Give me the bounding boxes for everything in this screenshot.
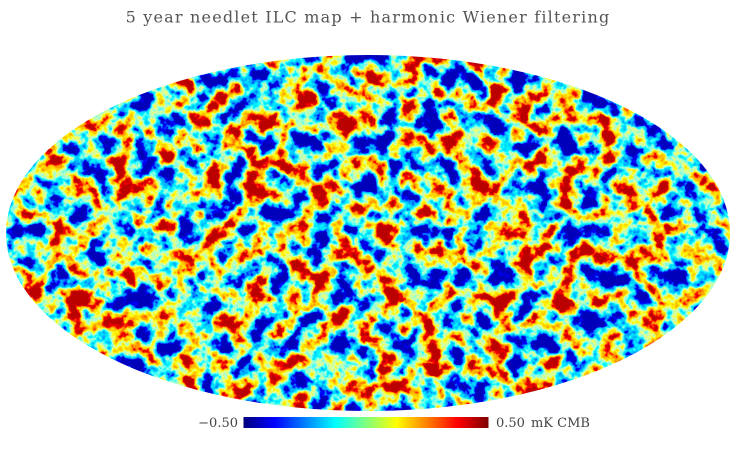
colorbar-min-label: −0.50 — [198, 416, 238, 431]
mollweide-sky-map — [6, 55, 730, 411]
colorbar-unit: mK CMB — [531, 416, 590, 431]
colorbar-gradient — [244, 417, 488, 428]
colorbar-max-label: 0.50 — [496, 416, 525, 431]
colorbar: −0.50 0.50 mK CMB — [198, 416, 590, 431]
map-title: 5 year needlet ILC map + harmonic Wiener… — [126, 8, 611, 27]
